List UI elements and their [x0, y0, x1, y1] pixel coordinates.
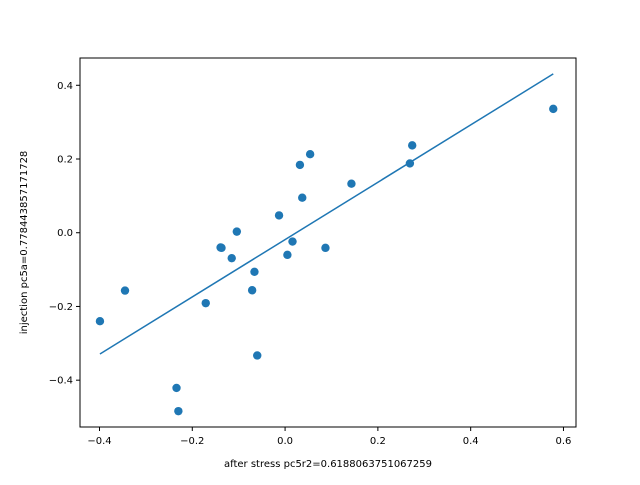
scatter-point [283, 250, 292, 260]
scatter-point [232, 227, 242, 236]
x-axis-label: after stress pc5r2=0.6188063751067259 [224, 459, 432, 470]
scatter-point [549, 104, 558, 114]
scatter-points-layer [95, 104, 558, 416]
scatter-point [347, 179, 356, 188]
y-tick-label: 0.2 [57, 155, 73, 166]
scatter-point [227, 253, 236, 263]
scatter-point [253, 351, 262, 360]
x-axis-ticks: −0.4 −0.2 0.0 0.2 0.4 0.6 [87, 427, 571, 447]
x-tick-label: 0.6 [556, 436, 572, 447]
y-axis-ticks: −0.4 −0.2 0.0 0.2 0.4 [49, 81, 80, 387]
scatter-point [274, 211, 284, 220]
y-tick-label: 0.4 [57, 81, 73, 92]
scatter-point [120, 286, 130, 295]
y-tick-label: −0.4 [49, 376, 73, 387]
axes-frame [79, 57, 577, 428]
y-tick-label: 0.0 [57, 228, 73, 239]
scatter-point [295, 160, 305, 170]
scatter-point [201, 298, 210, 308]
y-axis-label: injection pc5a=0.778443857171728 [19, 151, 30, 335]
x-tick-label: 0.0 [277, 436, 293, 447]
y-tick-label: −0.2 [49, 302, 73, 313]
x-tick-label: 0.2 [370, 436, 386, 447]
scatter-point [95, 317, 105, 326]
scatter-point [172, 383, 181, 393]
scatter-point [305, 150, 315, 159]
scatter-point [174, 406, 183, 416]
regression-line [99, 73, 554, 355]
scatter-point [217, 243, 226, 253]
x-tick-label: −0.2 [180, 436, 204, 447]
scatter-point [321, 243, 330, 253]
scatter-point [408, 141, 417, 150]
scatter-point [247, 286, 257, 295]
x-tick-label: 0.4 [463, 436, 479, 447]
scatter-point [288, 237, 297, 246]
scatter-point [298, 193, 307, 202]
scatter-point [250, 267, 259, 277]
fit-line-layer [99, 73, 554, 355]
scatter-point [405, 159, 415, 168]
x-tick-label: −0.4 [87, 436, 111, 447]
